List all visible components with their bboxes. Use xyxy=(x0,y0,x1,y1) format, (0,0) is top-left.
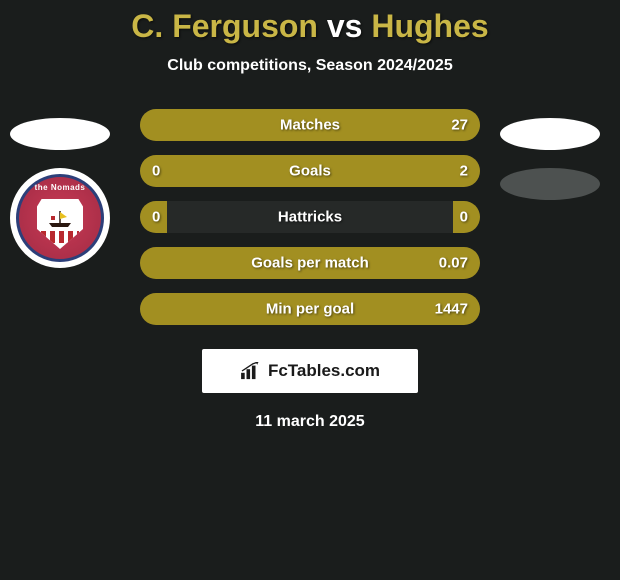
stat-row: 0 0 Hattricks xyxy=(140,201,480,233)
badge-top-text: the Nomads xyxy=(19,183,101,192)
branding-box[interactable]: FcTables.com xyxy=(202,349,418,393)
stat-row: 0 2 Goals xyxy=(140,155,480,187)
badge-stripes xyxy=(41,231,79,243)
stat-row: 1447 Min per goal xyxy=(140,293,480,325)
right-ellipse-2 xyxy=(500,168,600,200)
left-column: the Nomads xyxy=(10,118,110,268)
date-text: 11 march 2025 xyxy=(0,413,620,431)
stat-right-value: 0.07 xyxy=(439,255,468,272)
stat-label: Hattricks xyxy=(278,209,342,226)
chart-icon xyxy=(240,362,262,380)
title-vs: vs xyxy=(327,8,363,44)
stat-label: Matches xyxy=(280,117,340,134)
stat-row: 0.07 Goals per match xyxy=(140,247,480,279)
right-ellipse-1 xyxy=(500,118,600,150)
stat-right-value: 27 xyxy=(451,117,468,134)
stat-right-value: 0 xyxy=(460,209,468,226)
stat-label: Min per goal xyxy=(266,301,354,318)
stat-right-value: 2 xyxy=(460,163,468,180)
title-player2: Hughes xyxy=(371,8,488,44)
branding-text: FcTables.com xyxy=(268,361,380,381)
stat-label: Goals per match xyxy=(251,255,369,272)
stat-label: Goals xyxy=(289,163,331,180)
left-ellipse xyxy=(10,118,110,150)
stat-left-value: 0 xyxy=(152,163,160,180)
title-player1: C. Ferguson xyxy=(131,8,318,44)
stat-row: 27 Matches xyxy=(140,109,480,141)
badge-inner: the Nomads xyxy=(16,174,104,262)
page-title: C. Ferguson vs Hughes xyxy=(0,8,620,45)
badge-shield xyxy=(37,199,83,249)
ship-icon xyxy=(45,209,75,229)
club-badge: the Nomads xyxy=(10,168,110,268)
subtitle: Club competitions, Season 2024/2025 xyxy=(0,57,620,75)
right-column xyxy=(500,118,600,200)
stat-left-value: 0 xyxy=(152,209,160,226)
stat-right-value: 1447 xyxy=(435,301,468,318)
